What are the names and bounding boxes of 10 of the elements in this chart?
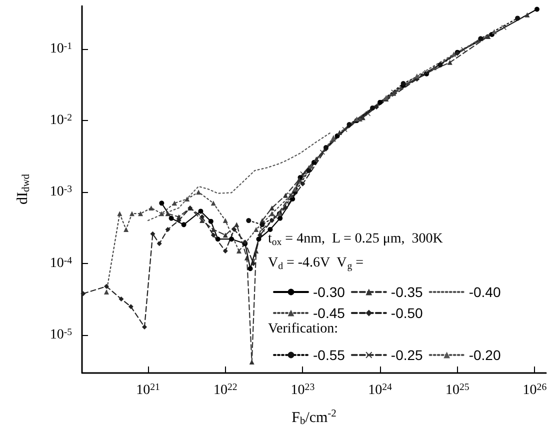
y-axis-title: dIdwd [14,173,32,205]
legend-label: -0.55 [313,347,346,363]
legend-label: -0.40 [468,284,501,300]
legend-label: -0.35 [390,284,424,300]
legend-label: -0.30 [313,284,346,300]
legend-label: -0.25 [390,347,424,363]
legend-label: -0.45 [313,305,346,321]
annotation: Verification: [268,322,338,336]
legend-label: -0.50 [390,305,424,321]
legend-label: -0.20 [468,347,501,363]
